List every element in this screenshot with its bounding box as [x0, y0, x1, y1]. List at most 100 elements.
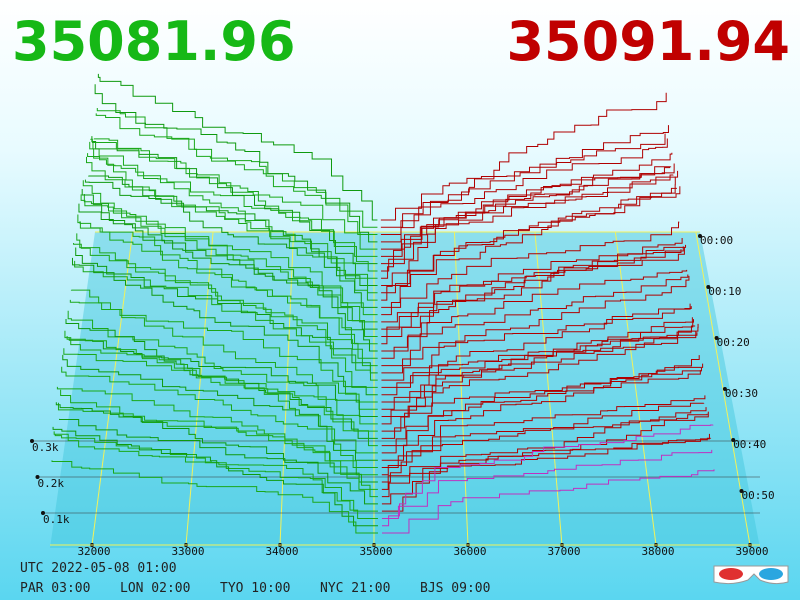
- price-label: 37000: [547, 545, 580, 558]
- bid-line: [90, 138, 378, 272]
- bid-line: [63, 348, 378, 454]
- ask-line: [381, 395, 706, 476]
- ask-line: [381, 247, 685, 345]
- bid-line: [69, 299, 378, 410]
- price-label: 34000: [265, 545, 298, 558]
- zone-time: TYO 10:00: [220, 581, 290, 596]
- bid-line: [82, 180, 378, 323]
- price-label: 36000: [453, 545, 486, 558]
- bid-line: [61, 366, 378, 468]
- time-tick: [739, 489, 744, 493]
- ask-line: [380, 92, 667, 228]
- bid-line: [93, 138, 378, 250]
- ask-line: [381, 411, 709, 498]
- bid-line: [94, 84, 378, 243]
- bid-line: [51, 460, 378, 534]
- ask-line: [381, 269, 688, 359]
- bid-line: [52, 426, 378, 527]
- depth-label: 0.3k: [32, 441, 59, 454]
- ask-line: [381, 332, 698, 425]
- time-label: 00:20: [717, 336, 750, 349]
- ask-line: [382, 469, 715, 534]
- bid-line: [73, 242, 378, 388]
- ask-line: [381, 355, 700, 439]
- bid-line: [74, 260, 378, 381]
- time-label: 00:30: [725, 387, 758, 400]
- bid-line: [64, 330, 378, 447]
- zone-time: NYC 21:00: [320, 581, 390, 596]
- bid-price: 35081.96: [12, 10, 296, 73]
- bid-line: [88, 175, 378, 287]
- zone-time: BJS 09:00: [420, 581, 490, 596]
- 3d-glasses-icon[interactable]: [713, 565, 789, 585]
- ask-line: [381, 152, 673, 265]
- zone-time: PAR 03:00: [20, 581, 90, 596]
- time-tick: [731, 438, 736, 442]
- bid-line: [59, 418, 378, 483]
- floor-grid: [32, 231, 760, 547]
- bid-line: [54, 433, 378, 512]
- time-label: 00:40: [733, 438, 766, 451]
- time-zones: PAR 03:00 LON 02:00 TYO 10:00 NYC 21:00 BJS …: [20, 581, 490, 596]
- ask-line: [381, 325, 696, 410]
- time-tick: [714, 336, 719, 340]
- ask-line: [381, 186, 681, 316]
- order-book-lines: [51, 73, 715, 534]
- time-tick: [722, 387, 727, 391]
- ask-line: [381, 433, 710, 505]
- bid-line: [55, 402, 378, 505]
- ask-line: [381, 402, 705, 468]
- bid-line: [89, 141, 378, 279]
- bid-line: [87, 153, 378, 294]
- ask-line: [381, 306, 692, 388]
- bid-line: [56, 386, 378, 498]
- depth-label: 0.2k: [38, 477, 65, 490]
- price-grid-line: [534, 231, 563, 546]
- ask-line: [381, 363, 704, 461]
- price-grid-line: [453, 231, 469, 546]
- ask-line: [381, 275, 690, 374]
- bid-line: [97, 73, 378, 221]
- ask-line: [381, 163, 675, 279]
- bid-line: [79, 221, 378, 345]
- price-label: 38000: [641, 545, 674, 558]
- bid-line: [57, 402, 378, 490]
- time-label: 00:10: [708, 285, 741, 298]
- ask-line: [381, 170, 679, 301]
- ask-line: [381, 424, 714, 527]
- bid-line: [81, 188, 378, 330]
- ask-line: [381, 303, 691, 381]
- ask-price: 35091.94: [506, 10, 790, 73]
- ask-line: [381, 187, 677, 294]
- ask-line: [381, 274, 689, 367]
- bid-line: [91, 136, 378, 265]
- ask-line: [381, 449, 713, 519]
- ask-line: [380, 125, 669, 243]
- ask-line: [380, 166, 672, 257]
- ask-line: [381, 174, 674, 272]
- bid-line: [62, 354, 378, 461]
- bid-line: [71, 257, 378, 396]
- price-label: 33000: [171, 545, 204, 558]
- ask-line: [381, 367, 702, 454]
- ask-line: [381, 221, 680, 308]
- time-label: 00:00: [700, 234, 733, 247]
- depth-label: 0.1k: [43, 513, 70, 526]
- utc-time: UTC 2022-05-08 01:00: [20, 561, 177, 576]
- ask-line: [380, 133, 666, 221]
- price-label: 32000: [77, 545, 110, 558]
- bid-line: [80, 194, 378, 337]
- bid-line: [75, 247, 378, 374]
- ask-line: [380, 138, 668, 236]
- ask-line: [381, 244, 687, 352]
- ask-line: [381, 370, 701, 447]
- zone-time: LON 02:00: [120, 581, 190, 596]
- ask-line: [381, 323, 699, 432]
- price-label: 39000: [735, 545, 768, 558]
- bid-line: [83, 194, 378, 316]
- time-label: 00:50: [742, 489, 775, 502]
- bid-line: [66, 336, 378, 432]
- bid-line: [76, 233, 378, 367]
- bid-line: [84, 179, 378, 308]
